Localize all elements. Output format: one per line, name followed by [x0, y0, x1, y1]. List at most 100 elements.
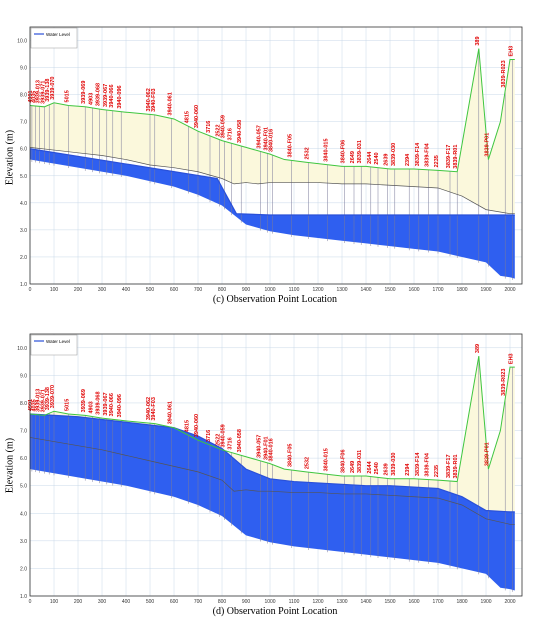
x-tick-label: 1500 — [384, 599, 395, 605]
pipe-invert-line — [29, 437, 515, 525]
point-label: 4815 — [184, 111, 190, 123]
y-tick-label: 6.0 — [20, 456, 27, 462]
y-tick-label: 10.0 — [17, 346, 27, 352]
y-tick-label: 6.0 — [20, 147, 27, 153]
y-tick-label: 1.0 — [20, 282, 27, 288]
point-label: 3839-F04 — [424, 142, 430, 166]
point-label: 3940-060 — [194, 105, 200, 128]
legend-label: Water Level — [46, 32, 70, 37]
x-tick-label: 1400 — [360, 287, 371, 293]
x-tick-label: 700 — [194, 287, 203, 293]
caption-d: (d) Observation Point Location — [212, 606, 338, 617]
chart-c: 499140353939-0133939-0713939-1383939-070… — [17, 26, 523, 293]
x-tick-label: 1100 — [289, 287, 300, 293]
x-tick-label: 200 — [74, 287, 83, 293]
point-label: 3939-013 — [36, 80, 42, 103]
point-label: 3840-016 — [268, 129, 274, 152]
point-label: 3939-069 — [81, 389, 87, 412]
x-tick-label: 1700 — [432, 287, 443, 293]
point-label: 3839-030 — [391, 143, 397, 166]
x-tick-label: 800 — [218, 287, 227, 293]
point-label: 3940-057 — [256, 125, 262, 148]
point-label: 2644 — [367, 151, 373, 164]
x-tick-label: 1400 — [360, 599, 371, 605]
point-label: 389 — [475, 344, 481, 353]
plot-frame — [29, 333, 523, 597]
caption-c: (c) Observation Point Location — [212, 294, 338, 305]
point-label: 3940-096 — [117, 85, 123, 108]
x-tick-label: 500 — [146, 599, 155, 605]
point-label: 2235 — [434, 465, 440, 477]
point-label: 4991 — [28, 399, 34, 411]
y-tick-label: 2.0 — [20, 566, 27, 572]
point-label: 3939-070 — [50, 385, 56, 408]
point-label: 3716 — [228, 128, 234, 140]
ground-line — [29, 48, 515, 173]
point-label: 3939-067 — [103, 84, 109, 107]
x-tick-label: 1300 — [336, 599, 347, 605]
y-tick-label: 9.0 — [20, 66, 27, 72]
plot-frame — [29, 26, 523, 285]
point-label: 4035 — [31, 399, 37, 411]
point-label: 2649 — [350, 151, 356, 163]
point-label: 3839-031 — [357, 140, 363, 163]
x-tick-label: 600 — [170, 287, 179, 293]
point-label: 3839-R023 — [501, 369, 507, 396]
point-label: 3840-015 — [324, 138, 330, 161]
x-tick-label: 400 — [122, 599, 131, 605]
x-tick-label: 200 — [74, 599, 83, 605]
point-label: 3839-R023 — [501, 60, 507, 87]
point-label: 3839-F17 — [446, 145, 452, 169]
point-label: 4991 — [28, 90, 34, 102]
point-label: 2649 — [350, 461, 356, 473]
point-label: 3940-061 — [168, 92, 174, 115]
point-label: 3840-F06 — [340, 449, 346, 473]
legend-box — [30, 334, 78, 356]
x-tick-label: 800 — [218, 599, 227, 605]
y-tick-label: 7.0 — [20, 429, 27, 435]
y-tick-label: 1.0 — [20, 594, 27, 600]
point-label: 3940-F01 — [264, 436, 270, 460]
point-label: 3940-058 — [237, 120, 243, 143]
point-label: 2522 — [216, 124, 222, 136]
point-label: 3940-058 — [237, 429, 243, 452]
point-label: 3940-062 — [146, 397, 152, 420]
point-label: 5015 — [64, 90, 70, 102]
point-label: 3939-067 — [103, 392, 109, 415]
point-label: 3939-068 — [96, 83, 102, 106]
point-label: 2532 — [304, 147, 310, 159]
x-tick-label: 0 — [29, 599, 32, 605]
point-label: 3940-061 — [168, 401, 174, 424]
chart-d: 499140353939-0133939-0713939-1383939-070… — [17, 333, 523, 605]
point-label: 3839-F17 — [446, 454, 452, 478]
x-tick-label: 1100 — [289, 599, 300, 605]
point-label: EH3 — [508, 46, 514, 57]
point-label: 5015 — [64, 399, 70, 411]
point-label: 3940-066 — [109, 84, 115, 107]
pipe-invert-line — [29, 147, 515, 215]
y-tick-label: 5.0 — [20, 484, 27, 490]
y-axis-label-c: Elevation (m) — [4, 129, 16, 186]
x-tick-label: 300 — [98, 287, 107, 293]
x-tick-label: 1200 — [312, 287, 323, 293]
soil-cover-area — [30, 48, 515, 214]
x-tick-label: 400 — [122, 287, 131, 293]
x-tick-label: 1300 — [336, 287, 347, 293]
x-tick-label: 1200 — [312, 599, 323, 605]
point-label: 3940-066 — [109, 393, 115, 416]
soil-cover-area — [30, 356, 515, 525]
x-tick-label: 300 — [98, 599, 107, 605]
point-label: 3939-138 — [45, 79, 51, 102]
x-tick-label: 0 — [29, 287, 32, 293]
point-label: 3940-F03 — [151, 88, 157, 112]
point-label: 4035 — [31, 91, 37, 103]
point-label: 3716 — [206, 430, 212, 442]
point-label: 2394 — [405, 153, 411, 166]
x-tick-label: 1800 — [456, 287, 467, 293]
x-tick-label: 700 — [194, 599, 203, 605]
point-label: 3839-031 — [357, 450, 363, 473]
ground-line — [29, 355, 515, 483]
point-label: 3939-138 — [45, 387, 51, 410]
point-label: 3839-F14 — [415, 142, 421, 166]
water-level-line — [29, 148, 515, 216]
